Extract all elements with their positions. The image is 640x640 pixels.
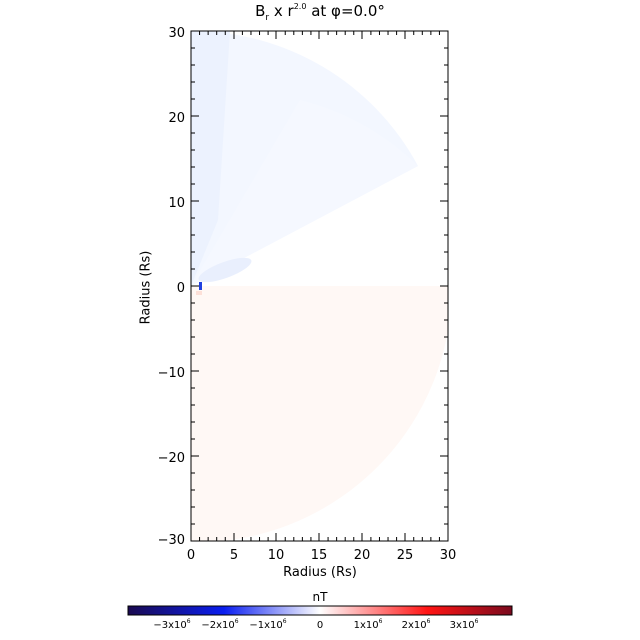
y-tick-label: 30 xyxy=(168,26,185,41)
x-tick-label: 0 xyxy=(186,548,196,563)
colorbar-tick-label: −1x106 xyxy=(249,618,287,631)
title-tail: at φ=0.0° xyxy=(306,2,385,20)
y-tick-label: −30 xyxy=(157,533,185,548)
y-tick-label: −20 xyxy=(157,451,185,466)
colorbar-tick-label: 3x106 xyxy=(449,618,479,631)
y-axis-label: Radius (Rs) xyxy=(138,250,154,325)
chart-title: Br x r2.0 at φ=0.0° xyxy=(0,2,640,23)
x-tick-label: 10 xyxy=(267,548,285,563)
title-subscript: r xyxy=(265,13,270,23)
y-tick-label: 10 xyxy=(168,196,185,211)
x-tick-label: 20 xyxy=(353,548,371,563)
northern-wedge-inner xyxy=(191,31,230,286)
title-mid: x r xyxy=(269,2,294,20)
colorbar-tick-label: 2x106 xyxy=(401,618,431,631)
heatmap-field xyxy=(191,30,448,541)
x-axis-label: Radius (Rs) xyxy=(283,565,357,580)
title-exponent: 2.0 xyxy=(293,2,307,11)
colorbar-tick-label: −3x106 xyxy=(153,618,191,631)
title-main: B xyxy=(255,2,266,20)
northern-wedge-mid xyxy=(191,100,418,286)
x-tick-label: 5 xyxy=(229,548,239,563)
colorbar-tick-label: 1x106 xyxy=(353,618,383,631)
sun-marker xyxy=(199,282,202,290)
near-sun-feature xyxy=(198,257,252,283)
y-tick-label: 0 xyxy=(176,281,185,296)
colorbar xyxy=(127,605,513,616)
colorbar-unit-label: nT xyxy=(312,590,328,604)
y-tick-label: 20 xyxy=(168,111,185,126)
axis-ticks xyxy=(190,31,449,541)
x-tick-label: 15 xyxy=(310,548,328,563)
x-tick-label: 30 xyxy=(439,548,457,563)
colorbar-tick-label: 0 xyxy=(316,620,324,631)
colorbar-tick-label: −2x106 xyxy=(201,618,239,631)
x-tick-label: 25 xyxy=(396,548,414,563)
y-tick-label: −10 xyxy=(157,366,185,381)
